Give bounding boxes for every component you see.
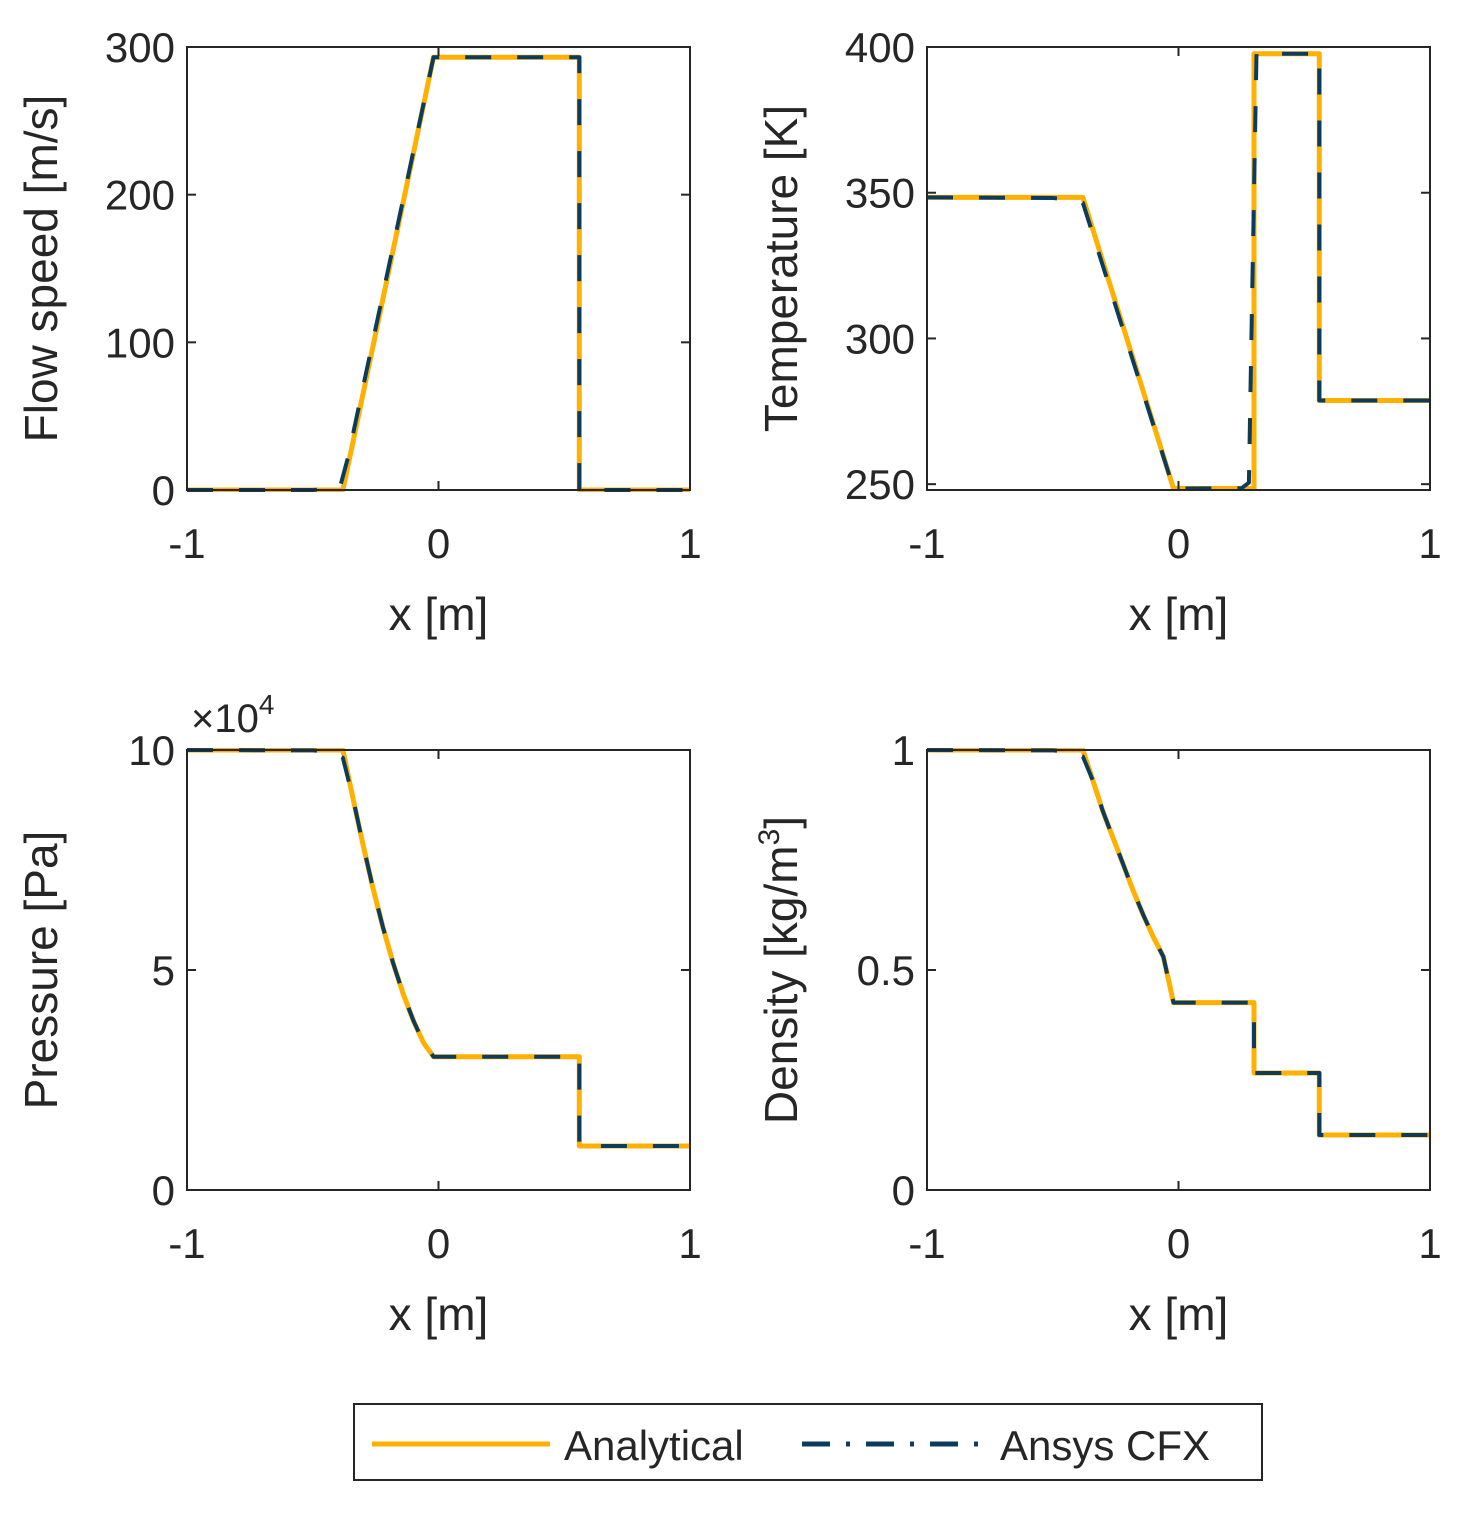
x-tick-label: 0 (427, 1220, 450, 1267)
y-tick-label: 0 (892, 1167, 915, 1214)
y-tick-label: 0 (152, 1167, 175, 1214)
y-tick-label: 10 (128, 727, 175, 774)
x-tick-label: -1 (908, 1220, 945, 1267)
x-tick-label: 0 (1167, 520, 1190, 567)
x-tick-label: -1 (168, 520, 205, 567)
y-axis-label: Density [kg/m3] (753, 816, 807, 1124)
axes-frame (926, 749, 1431, 1191)
x-tick-label: -1 (908, 520, 945, 567)
series-line-ansys-cfx (926, 748, 1430, 1137)
y-axis-label: Flow speed [m/s] (15, 95, 67, 443)
series-line-ansys-cfx (926, 51, 1430, 491)
x-axis-label: x [m] (1129, 1288, 1229, 1340)
series-line-analytical (927, 51, 1430, 491)
x-axis-label: x [m] (389, 1288, 489, 1340)
x-tick-label: 0 (427, 520, 450, 567)
y-tick-label: 300 (105, 24, 175, 71)
series-line-ansys-cfx (187, 55, 690, 492)
y-axis-label: Temperature [K] (755, 105, 807, 432)
y-axis-label: Pressure [Pa] (15, 831, 67, 1110)
x-tick-label: 0 (1167, 1220, 1190, 1267)
legend-label-analytical: Analytical (564, 1422, 744, 1469)
axes-frame (926, 46, 1431, 491)
legend-label-ansys-cfx: Ansys CFX (1000, 1422, 1210, 1469)
x-axis-label: x [m] (389, 588, 489, 640)
y-exponent-label: ×104 (191, 689, 274, 741)
y-tick-label: 250 (845, 461, 915, 508)
y-tick-label: 0 (152, 467, 175, 514)
chart-panel-1: -1 0 1 0 100 200 300 x [m] Flow speed [m/s] (15, 24, 702, 640)
chart-panel-2: -1 0 1 250 300 350 400 x [m] Temperature [K] (755, 24, 1442, 640)
y-tick-label: 1 (892, 727, 915, 774)
x-tick-label: 1 (1418, 520, 1441, 567)
x-axis-label: x [m] (1129, 588, 1229, 640)
y-tick-label: 200 (105, 172, 175, 219)
legend: Analytical Ansys CFX (353, 1403, 1263, 1481)
series-line-ansys-cfx (186, 748, 690, 1148)
series-line-analytical (187, 54, 690, 492)
x-tick-label: -1 (168, 1220, 205, 1267)
x-tick-label: 1 (678, 1220, 701, 1267)
chart-panel-4: -1 0 1 0 0.5 1 x [m] Density [kg/m3] (753, 727, 1442, 1340)
x-tick-label: 1 (678, 520, 701, 567)
y-tick-label: 100 (105, 319, 175, 366)
axes-frame (186, 46, 691, 491)
series-line-analytical (927, 748, 1430, 1138)
axes-frame (186, 749, 691, 1191)
y-tick-label: 400 (845, 24, 915, 71)
x-tick-label: 1 (1418, 1220, 1441, 1267)
y-tick-label: 300 (845, 315, 915, 362)
y-tick-label: 0.5 (857, 947, 915, 994)
series-line-analytical (187, 748, 690, 1149)
y-tick-label: 350 (845, 170, 915, 217)
y-tick-label: 5 (152, 947, 175, 994)
